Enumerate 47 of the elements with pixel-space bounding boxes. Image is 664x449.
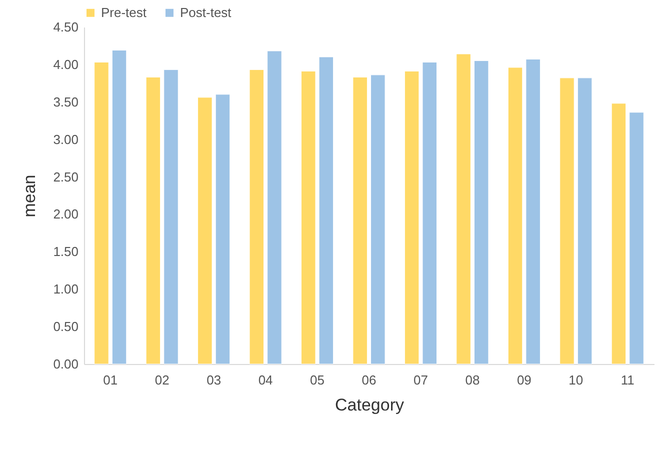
y-tick-label: 2.00 [53, 206, 78, 222]
bar [94, 62, 109, 364]
bar [577, 78, 592, 364]
x-tick-label: 08 [465, 372, 480, 388]
x-tick-label: 07 [413, 372, 428, 388]
bar [456, 54, 471, 364]
y-axis-title: mean [20, 174, 40, 218]
y-tick-label: 0.50 [53, 319, 78, 334]
bar [508, 67, 523, 364]
x-tick-label: 04 [258, 372, 273, 388]
bar [318, 56, 334, 364]
x-tick-label: 06 [362, 372, 376, 388]
y-tick-label: 1.50 [53, 244, 78, 260]
x-tick-label: 09 [516, 372, 532, 388]
x-tick-label: 01 [103, 372, 118, 388]
legend-label: Post-test [180, 4, 232, 20]
y-tick-label: 3.00 [53, 132, 78, 147]
x-tick-label: 10 [568, 372, 584, 388]
bar [370, 74, 386, 364]
legend-label: Pre-test [101, 4, 147, 20]
bar [300, 70, 316, 364]
y-tick-label: 4.00 [53, 56, 78, 72]
bar [422, 62, 438, 364]
y-tick-label: 1.00 [53, 282, 78, 297]
bar [352, 76, 368, 364]
x-tick-label: 05 [310, 372, 325, 388]
x-tick-label: 03 [206, 372, 222, 388]
y-tick-label: 4.50 [53, 20, 78, 34]
y-tick-label: 2.50 [53, 169, 78, 184]
x-axis-title: Category [335, 396, 404, 414]
bar [112, 50, 127, 364]
bar [474, 60, 489, 364]
y-tick-label: 3.50 [53, 94, 78, 110]
bar [526, 58, 540, 364]
bar [404, 70, 420, 364]
bar [560, 78, 574, 364]
x-tick-label: 02 [154, 372, 170, 388]
bar [215, 94, 230, 364]
bar [198, 97, 212, 364]
bar [611, 103, 626, 364]
bar [146, 76, 161, 364]
bar [164, 69, 178, 364]
x-tick-label: 11 [620, 372, 634, 388]
bar [267, 50, 282, 364]
y-tick-label: 0.00 [53, 356, 78, 372]
bar [629, 112, 644, 364]
bar [249, 69, 264, 364]
